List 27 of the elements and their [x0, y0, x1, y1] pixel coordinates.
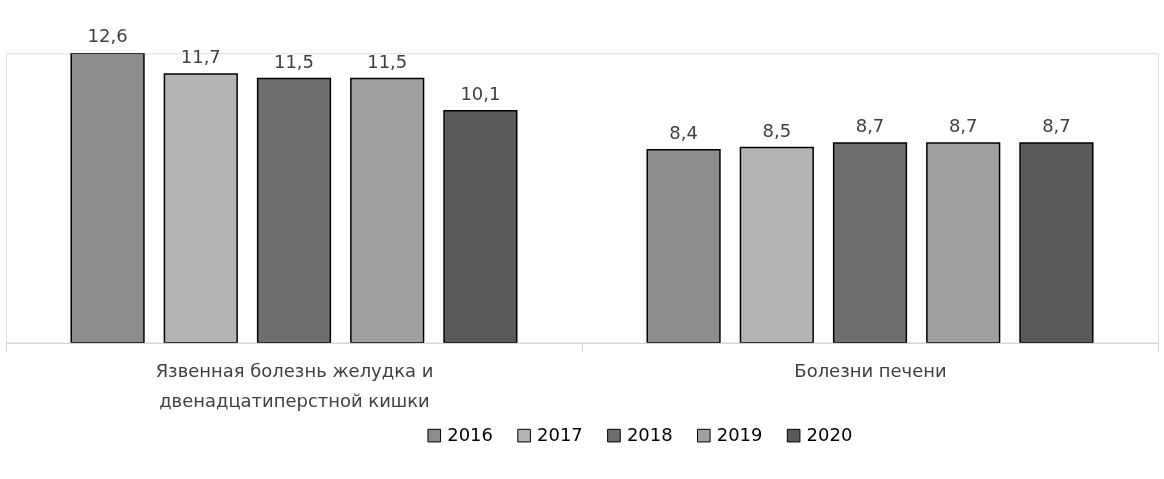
bar: [739, 146, 814, 343]
bar: [1019, 142, 1094, 343]
bar: [926, 142, 1001, 343]
data-label: 8,7: [855, 114, 885, 136]
data-label: 10,1: [460, 82, 501, 104]
data-label: 11,7: [180, 45, 221, 67]
x-tick-label: Язвенная болезнь желудка и двенадцатиперстной кишки: [155, 360, 434, 412]
legend-label: 2018: [626, 423, 673, 445]
data-label: 8,7: [948, 114, 978, 136]
bar: [646, 149, 721, 343]
data-label: 12,6: [87, 25, 128, 47]
legend-label: 2019: [716, 423, 763, 445]
legend-label: 2017: [537, 423, 583, 445]
bar: [443, 109, 518, 343]
bar: [832, 142, 908, 343]
legend-label: 2016: [447, 423, 493, 445]
bar: [163, 73, 238, 343]
x-tick-label: Болезни печени: [794, 360, 947, 382]
data-label: 8,5: [762, 119, 792, 141]
bar: [256, 77, 332, 343]
bar: [350, 77, 425, 343]
data-label: 11,5: [367, 50, 408, 72]
data-label: 8,7: [1042, 114, 1071, 136]
legend-label: 2020: [806, 423, 853, 445]
data-label: 8,4: [669, 121, 698, 143]
bar: [70, 53, 145, 343]
data-label: 11,5: [274, 50, 314, 72]
